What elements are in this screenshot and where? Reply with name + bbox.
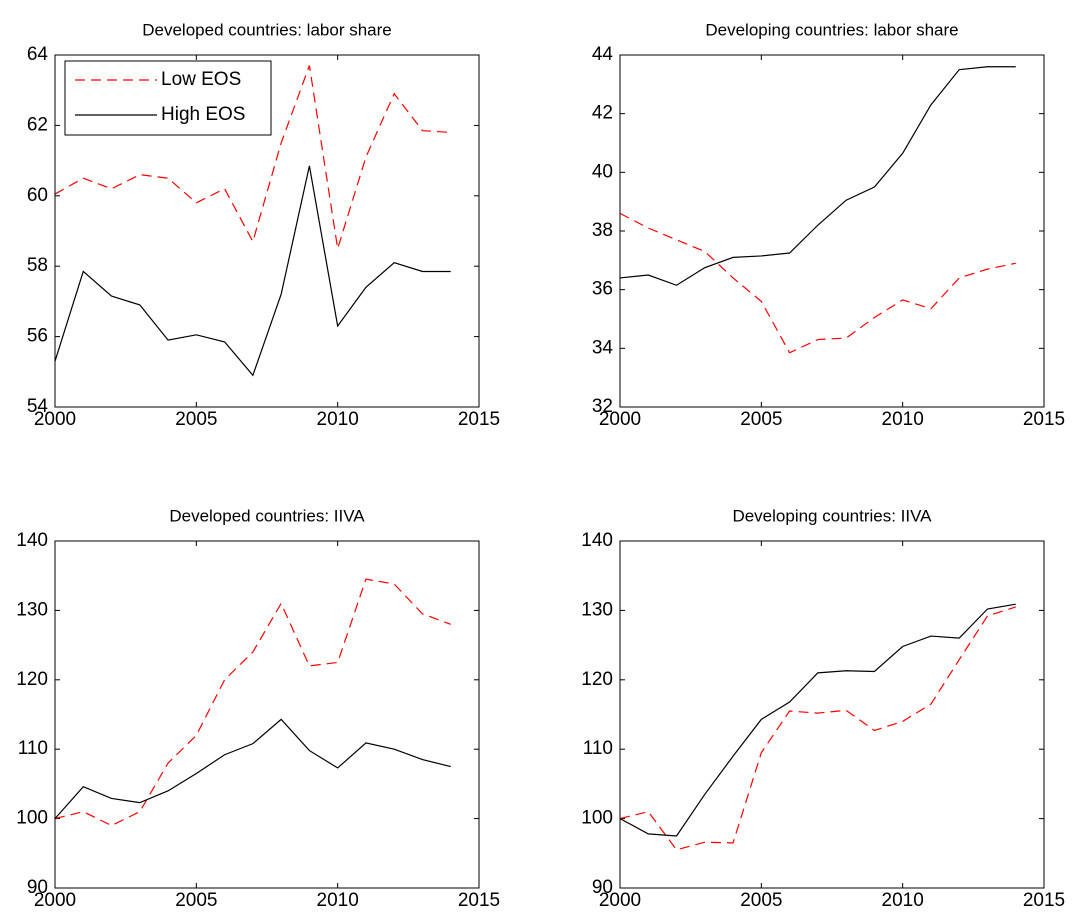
chart-title: Developing countries: IIVA [732,506,932,525]
y-tick-label: 36 [592,279,613,300]
axes-box [54,540,480,889]
chart-title: Developing countries: labor share [705,20,958,39]
legend-box [64,60,272,136]
y-tick-label: 60 [27,185,48,206]
series-line [619,66,1016,286]
y-tick-label: 130 [581,599,613,620]
series-line [619,603,1016,837]
y-tick-label: 90 [592,877,613,898]
chart-title: Developed countries: labor share [142,20,391,39]
plot-area [620,55,1044,407]
y-tick-label: 40 [592,161,613,182]
legend-label: Low EOS [161,69,241,90]
y-tick-label: 140 [16,530,48,551]
y-tick-label: 100 [16,808,48,829]
series-line [54,578,451,827]
x-tick-label: 2000 [34,890,76,911]
chart-title: Developed countries: IIVA [169,506,365,525]
x-tick-label: 2000 [34,409,76,430]
x-tick-label: 2015 [1023,409,1065,430]
y-tick-label: 44 [592,44,614,65]
y-tick-label: 120 [16,669,48,690]
y-tick-label: 120 [581,669,613,690]
y-tick-label: 34 [592,337,614,358]
x-tick-label: 2000 [599,890,641,911]
axes-box [619,54,1045,408]
x-tick-label: 2015 [458,890,500,911]
series-line [54,165,451,377]
y-tick-label: 110 [18,738,48,759]
y-tick-label: 64 [27,44,49,65]
legend-label: High EOS [161,104,245,125]
x-tick-label: 2000 [599,409,641,430]
x-tick-label: 2005 [175,890,217,911]
y-tick-label: 32 [592,396,613,417]
y-tick-label: 54 [27,396,49,417]
x-tick-label: 2010 [882,890,924,911]
x-tick-label: 2005 [740,890,782,911]
axes-box [619,540,1045,889]
y-tick-label: 90 [27,877,48,898]
x-tick-label: 2010 [882,409,924,430]
x-tick-label: 2010 [317,409,359,430]
y-tick-label: 56 [27,326,48,347]
axes-box [54,54,480,408]
series-line [619,212,1016,354]
y-tick-label: 58 [27,255,48,276]
y-tick-label: 130 [16,599,48,620]
series-line [54,718,451,819]
y-tick-label: 62 [27,114,48,135]
y-tick-label: 110 [583,738,613,759]
y-tick-label: 42 [592,103,613,124]
x-tick-label: 2015 [458,409,500,430]
x-tick-label: 2015 [1023,890,1065,911]
plot-area [620,541,1044,888]
y-tick-label: 140 [581,530,613,551]
x-tick-label: 2005 [175,409,217,430]
y-tick-label: 38 [592,220,613,241]
series-line [54,65,451,249]
plot-area [55,541,479,888]
x-tick-label: 2005 [740,409,782,430]
y-tick-label: 100 [581,808,613,829]
series-line [619,606,1016,851]
x-tick-label: 2010 [317,890,359,911]
